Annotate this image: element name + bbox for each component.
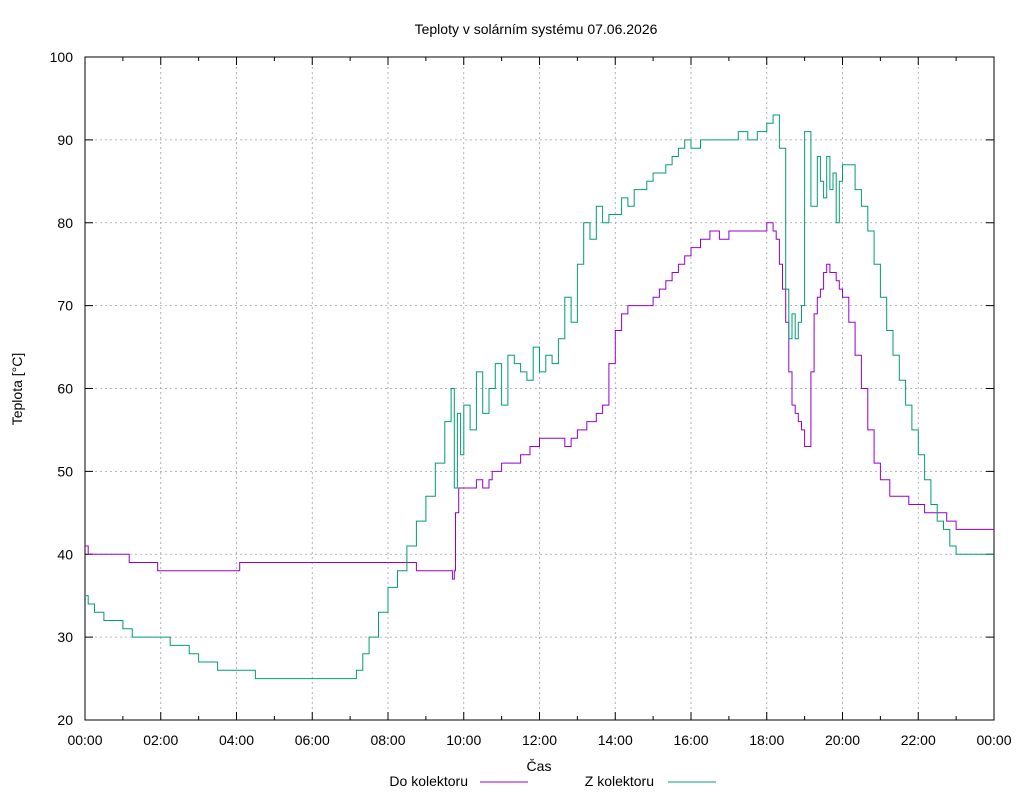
- grid-lines: [85, 57, 994, 720]
- y-axis-label: Teplota [°C]: [9, 353, 25, 426]
- x-tick-label: 06:00: [295, 732, 330, 748]
- x-tick-label: 02:00: [143, 732, 178, 748]
- x-tick-label: 16:00: [673, 732, 708, 748]
- x-tick-label: 10:00: [446, 732, 481, 748]
- x-tick-label: 04:00: [219, 732, 254, 748]
- x-tick-label: 12:00: [522, 732, 557, 748]
- x-tick-label: 18:00: [749, 732, 784, 748]
- legend-label-z-kolektoru: Z kolektoru: [585, 773, 654, 789]
- series-line-do-kolektoru: [85, 222, 994, 580]
- legend-label-do-kolektoru: Do kolektoru: [389, 773, 468, 789]
- x-tick-label: 22:00: [901, 732, 936, 748]
- y-tick-label: 60: [57, 381, 73, 397]
- y-tick-label: 100: [50, 49, 74, 65]
- x-axis-label: Čas: [527, 758, 552, 774]
- y-tick-label: 40: [57, 546, 73, 562]
- x-tick-label: 00:00: [976, 732, 1011, 748]
- chart-title: Teploty v solárním systému 07.06.2026: [415, 21, 658, 37]
- y-tick-label: 70: [57, 298, 73, 314]
- x-tick-label: 20:00: [825, 732, 860, 748]
- y-tick-label: 50: [57, 463, 73, 479]
- legend: Do kolektoru Z kolektoru: [389, 773, 716, 789]
- y-tick-label: 80: [57, 215, 73, 231]
- x-tick-label: 00:00: [67, 732, 102, 748]
- y-tick-label: 90: [57, 132, 73, 148]
- x-tick-label: 14:00: [598, 732, 633, 748]
- series-layer: [85, 114, 994, 680]
- series-line-z-kolektoru: [85, 114, 994, 680]
- y-tick-label: 30: [57, 629, 73, 645]
- y-tick-label: 20: [57, 712, 73, 728]
- axis-ticks: 20 30 40 50 60 70 80 90 100 00:00 02:00 04:00 06:00 0…: [50, 49, 1012, 748]
- x-tick-label: 08:00: [370, 732, 405, 748]
